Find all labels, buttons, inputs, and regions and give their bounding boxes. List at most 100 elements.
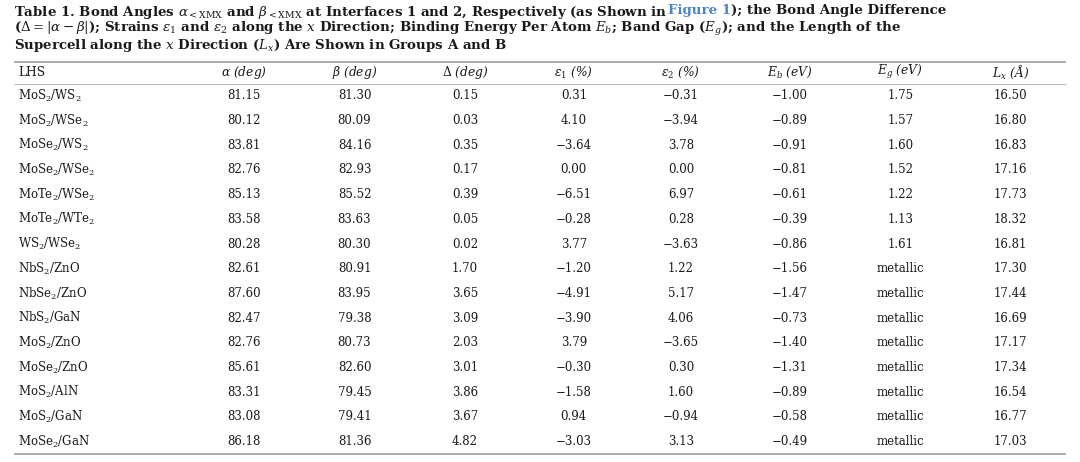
Text: 3.79: 3.79 — [561, 336, 586, 349]
Text: Figure 1: Figure 1 — [667, 4, 731, 17]
Text: 81.15: 81.15 — [227, 89, 260, 103]
Text: LHS: LHS — [18, 66, 45, 79]
Text: 18.32: 18.32 — [994, 213, 1027, 226]
Text: 0.31: 0.31 — [561, 89, 586, 103]
Text: 80.12: 80.12 — [227, 114, 260, 127]
Text: MoS$_2$/ZnO: MoS$_2$/ZnO — [18, 335, 82, 351]
Text: MoSe$_2$/GaN: MoSe$_2$/GaN — [18, 434, 90, 450]
Text: MoS$_2$/AlN: MoS$_2$/AlN — [18, 384, 79, 400]
Text: metallic: metallic — [877, 312, 924, 325]
Text: $L_x$ (Å): $L_x$ (Å) — [993, 64, 1029, 81]
Text: 85.61: 85.61 — [227, 361, 260, 374]
Text: 17.16: 17.16 — [994, 164, 1027, 176]
Text: −0.86: −0.86 — [772, 237, 808, 250]
Text: 0.15: 0.15 — [451, 89, 478, 103]
Text: 3.65: 3.65 — [451, 287, 478, 300]
Text: 0.17: 0.17 — [451, 164, 478, 176]
Text: metallic: metallic — [877, 361, 924, 374]
Text: −0.49: −0.49 — [772, 435, 808, 448]
Text: 3.09: 3.09 — [451, 312, 478, 325]
Text: 1.13: 1.13 — [888, 213, 914, 226]
Text: NbSe$_2$/ZnO: NbSe$_2$/ZnO — [18, 286, 87, 302]
Text: 17.17: 17.17 — [994, 336, 1027, 349]
Text: −0.91: −0.91 — [772, 139, 808, 152]
Text: 5.17: 5.17 — [667, 287, 694, 300]
Text: 83.63: 83.63 — [338, 213, 372, 226]
Text: 82.76: 82.76 — [227, 164, 260, 176]
Text: −3.90: −3.90 — [556, 312, 592, 325]
Text: 85.52: 85.52 — [338, 188, 372, 201]
Text: NbS$_2$/GaN: NbS$_2$/GaN — [18, 310, 82, 326]
Text: 1.22: 1.22 — [669, 262, 693, 275]
Text: metallic: metallic — [877, 336, 924, 349]
Text: −1.00: −1.00 — [772, 89, 808, 103]
Text: −3.94: −3.94 — [663, 114, 699, 127]
Text: $\alpha$ (deg): $\alpha$ (deg) — [221, 64, 267, 81]
Text: 3.01: 3.01 — [451, 361, 478, 374]
Text: 4.82: 4.82 — [453, 435, 478, 448]
Text: −1.58: −1.58 — [556, 386, 592, 399]
Text: 0.00: 0.00 — [667, 164, 694, 176]
Text: −0.94: −0.94 — [663, 410, 699, 424]
Text: 79.45: 79.45 — [338, 386, 372, 399]
Text: 16.81: 16.81 — [994, 237, 1027, 250]
Text: 1.70: 1.70 — [451, 262, 478, 275]
Text: −1.31: −1.31 — [772, 361, 808, 374]
Text: MoS$_2$/WSe$_2$: MoS$_2$/WSe$_2$ — [18, 113, 89, 128]
Text: 6.97: 6.97 — [667, 188, 694, 201]
Text: −3.65: −3.65 — [663, 336, 699, 349]
Text: −0.73: −0.73 — [772, 312, 808, 325]
Text: 82.61: 82.61 — [227, 262, 260, 275]
Text: 1.60: 1.60 — [667, 386, 694, 399]
Text: 17.73: 17.73 — [994, 188, 1027, 201]
Text: 0.39: 0.39 — [451, 188, 478, 201]
Text: 17.03: 17.03 — [994, 435, 1027, 448]
Text: 0.05: 0.05 — [451, 213, 478, 226]
Text: 4.10: 4.10 — [561, 114, 586, 127]
Text: 1.60: 1.60 — [887, 139, 914, 152]
Text: 81.36: 81.36 — [338, 435, 372, 448]
Text: MoSe$_2$/WSe$_2$: MoSe$_2$/WSe$_2$ — [18, 162, 95, 178]
Text: WS$_2$/WSe$_2$: WS$_2$/WSe$_2$ — [18, 236, 81, 252]
Text: metallic: metallic — [877, 435, 924, 448]
Text: ); the Bond Angle Difference: ); the Bond Angle Difference — [731, 4, 946, 17]
Text: 0.35: 0.35 — [451, 139, 478, 152]
Text: 83.95: 83.95 — [338, 287, 372, 300]
Text: −0.89: −0.89 — [772, 114, 808, 127]
Text: −1.56: −1.56 — [772, 262, 808, 275]
Text: −1.40: −1.40 — [772, 336, 808, 349]
Text: 1.75: 1.75 — [887, 89, 914, 103]
Text: −0.28: −0.28 — [556, 213, 592, 226]
Text: Supercell along the $x$ Direction ($L_x$) Are Shown in Groups A and B: Supercell along the $x$ Direction ($L_x$… — [14, 37, 507, 54]
Text: 82.93: 82.93 — [338, 164, 372, 176]
Text: 83.58: 83.58 — [227, 213, 260, 226]
Text: 16.54: 16.54 — [994, 386, 1027, 399]
Text: 16.50: 16.50 — [994, 89, 1027, 103]
Text: 83.08: 83.08 — [227, 410, 260, 424]
Text: 80.91: 80.91 — [338, 262, 372, 275]
Text: −4.91: −4.91 — [556, 287, 592, 300]
Text: ($\Delta = |\alpha - \beta|$); Strains $\varepsilon_1$ and $\varepsilon_2$ along: ($\Delta = |\alpha - \beta|$); Strains $… — [14, 20, 901, 38]
Text: 79.41: 79.41 — [338, 410, 372, 424]
Text: −0.31: −0.31 — [663, 89, 699, 103]
Text: $\beta$ (deg): $\beta$ (deg) — [332, 64, 377, 81]
Text: 2.03: 2.03 — [451, 336, 478, 349]
Text: 0.94: 0.94 — [561, 410, 586, 424]
Text: −3.63: −3.63 — [663, 237, 699, 250]
Text: NbS$_2$/ZnO: NbS$_2$/ZnO — [18, 261, 80, 277]
Text: metallic: metallic — [877, 287, 924, 300]
Text: 1.22: 1.22 — [888, 188, 914, 201]
Text: 3.77: 3.77 — [561, 237, 586, 250]
Text: 0.00: 0.00 — [561, 164, 586, 176]
Text: 16.80: 16.80 — [994, 114, 1027, 127]
Text: 0.02: 0.02 — [451, 237, 478, 250]
Text: 82.60: 82.60 — [338, 361, 372, 374]
Text: $\varepsilon_1$ (%): $\varepsilon_1$ (%) — [554, 65, 593, 80]
Text: MoSe$_2$/ZnO: MoSe$_2$/ZnO — [18, 359, 89, 376]
Text: −3.64: −3.64 — [556, 139, 592, 152]
Text: 0.03: 0.03 — [451, 114, 478, 127]
Text: −0.58: −0.58 — [772, 410, 808, 424]
Text: −1.47: −1.47 — [772, 287, 808, 300]
Text: MoTe$_2$/WSe$_2$: MoTe$_2$/WSe$_2$ — [18, 187, 95, 203]
Text: 17.34: 17.34 — [994, 361, 1027, 374]
